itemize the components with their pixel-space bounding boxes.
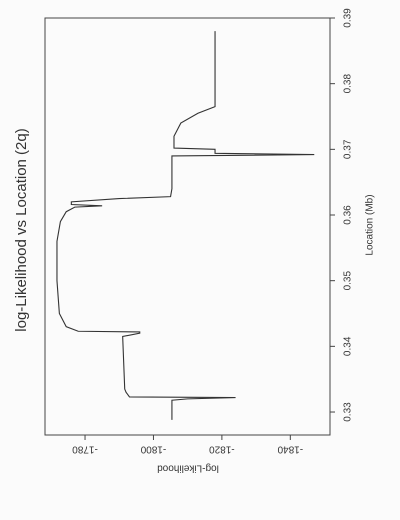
y-axis-label: log-Likelihood [157,462,219,473]
y-tick-label: -1820 [209,443,235,454]
x-axis-label: Location (Mb) [365,194,376,255]
y-tick-label: -1800 [140,443,166,454]
x-tick-label: 0.34 [343,336,354,356]
y-tick-label: -1840 [277,443,303,454]
x-tick-label: 0.33 [343,402,354,422]
plot-frame [44,17,331,436]
y-tick-label: -1780 [72,443,98,454]
x-tick-label: 0.37 [343,139,354,159]
chart-title: log-Likelihood vs Location (2q) [13,128,30,331]
x-tick-label: 0.38 [343,74,354,94]
x-tick-label: 0.39 [343,8,354,28]
data-line [56,31,315,420]
x-tick-label: 0.36 [343,205,354,225]
x-tick-label: 0.35 [343,271,354,291]
